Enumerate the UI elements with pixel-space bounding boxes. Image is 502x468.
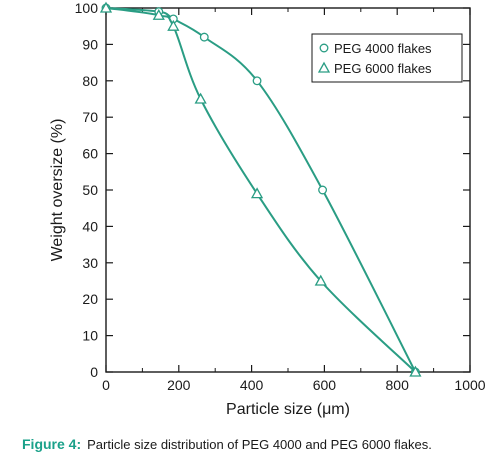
legend-label-1: PEG 4000 flakes — [334, 41, 432, 56]
y-tick-label: 90 — [82, 36, 98, 52]
y-tick-label: 70 — [82, 109, 98, 125]
legend-label-2: PEG 6000 flakes — [334, 61, 432, 76]
series-1-point — [318, 185, 328, 195]
x-tick-label: 0 — [102, 377, 110, 393]
caption-label: Figure 4: — [22, 436, 82, 452]
legend-marker-1 — [319, 43, 329, 53]
figure-caption: Figure 4: Particle size distribution of P… — [22, 436, 492, 452]
series-2-point — [99, 1, 113, 13]
series-2-point — [167, 19, 180, 31]
legend-marker-2 — [317, 61, 331, 73]
y-tick-label: 40 — [82, 218, 98, 234]
series-2-point — [314, 274, 327, 286]
y-tick-label: 10 — [82, 328, 98, 344]
y-tick-label: 50 — [82, 182, 98, 198]
y-tick-label: 30 — [82, 255, 98, 271]
x-tick-label: 600 — [313, 377, 337, 393]
x-tick-label: 1000 — [454, 377, 485, 393]
legend-box — [311, 33, 463, 83]
x-tick-label: 200 — [167, 377, 191, 393]
y-tick-label: 60 — [82, 146, 98, 162]
legend: PEG 4000 flakes PEG 6000 flakes — [311, 33, 463, 83]
series-1-point — [252, 76, 262, 86]
y-tick-label: 100 — [75, 0, 99, 16]
x-tick-label: 800 — [386, 377, 410, 393]
x-tick-label: 400 — [240, 377, 264, 393]
series-1-point — [199, 32, 209, 42]
series-2-point — [250, 187, 264, 199]
series-2-point — [409, 365, 422, 377]
series-2-point — [194, 92, 207, 104]
y-tick-label: 80 — [82, 73, 98, 89]
series-2-point — [152, 8, 165, 20]
y-tick-label: 0 — [90, 364, 98, 380]
x-axis-title: Particle size (μm) — [226, 401, 350, 418]
y-tick-label: 20 — [82, 291, 98, 307]
series-2 — [99, 1, 422, 377]
caption-text: Particle size distribution of PEG 4000 a… — [87, 437, 432, 452]
chart-svg: 0 200 400 600 800 10000102030405060708090100 … — [49, 0, 486, 418]
y-axis-title: Weight oversize (%) — [49, 119, 66, 262]
